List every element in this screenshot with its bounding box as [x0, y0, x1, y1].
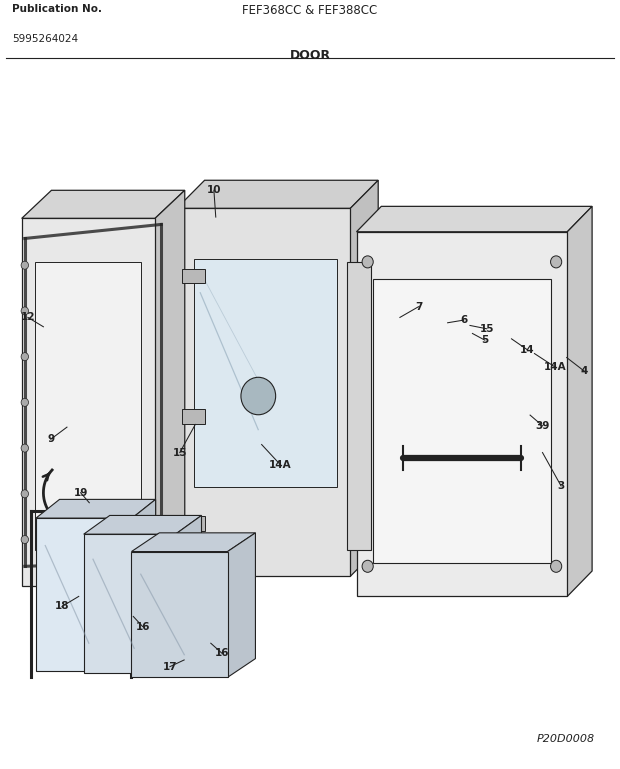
Circle shape: [21, 535, 29, 544]
Text: 14: 14: [520, 345, 534, 355]
Polygon shape: [36, 499, 156, 518]
Polygon shape: [84, 515, 202, 534]
Polygon shape: [36, 518, 132, 671]
Circle shape: [21, 353, 29, 361]
Circle shape: [21, 444, 29, 452]
Text: 10: 10: [206, 185, 221, 195]
Polygon shape: [347, 262, 371, 550]
Bar: [182, 409, 205, 424]
Polygon shape: [228, 533, 255, 677]
Circle shape: [362, 256, 373, 268]
Text: 5995264024: 5995264024: [12, 34, 79, 44]
Text: 17: 17: [162, 661, 177, 671]
Circle shape: [21, 398, 29, 406]
Text: P20D0008: P20D0008: [537, 734, 595, 744]
Text: DOOR: DOOR: [290, 49, 330, 62]
Text: 9: 9: [47, 434, 55, 444]
Bar: [182, 516, 205, 531]
Text: 7: 7: [415, 301, 422, 311]
Circle shape: [21, 307, 29, 315]
Polygon shape: [131, 533, 255, 551]
Text: 15: 15: [172, 448, 187, 458]
Circle shape: [21, 261, 29, 269]
Polygon shape: [567, 206, 592, 597]
Polygon shape: [175, 515, 202, 674]
Polygon shape: [177, 180, 378, 208]
Text: 3: 3: [557, 481, 565, 491]
Text: eReplacementParts.com: eReplacementParts.com: [213, 440, 332, 450]
Text: 39: 39: [535, 421, 550, 431]
Polygon shape: [22, 218, 155, 586]
Circle shape: [362, 561, 373, 572]
Polygon shape: [131, 551, 228, 677]
Text: 5: 5: [481, 335, 489, 345]
Text: 19: 19: [73, 488, 88, 498]
Polygon shape: [35, 262, 141, 550]
Text: 16: 16: [135, 621, 150, 631]
Polygon shape: [22, 190, 185, 218]
Text: 14A: 14A: [544, 362, 566, 372]
Text: Publication No.: Publication No.: [12, 5, 102, 15]
Circle shape: [21, 490, 29, 498]
Text: 14A: 14A: [269, 460, 291, 470]
Polygon shape: [373, 278, 551, 563]
Polygon shape: [177, 208, 350, 576]
Text: 4: 4: [580, 366, 588, 376]
Bar: [182, 268, 205, 283]
Polygon shape: [356, 231, 567, 597]
Polygon shape: [194, 258, 337, 487]
Polygon shape: [356, 206, 592, 231]
Text: 18: 18: [55, 601, 69, 611]
Polygon shape: [132, 499, 156, 671]
Circle shape: [241, 378, 276, 414]
Text: 16: 16: [215, 648, 229, 658]
Text: 6: 6: [460, 315, 467, 325]
Polygon shape: [155, 190, 185, 586]
Circle shape: [551, 561, 562, 572]
Text: FEF368CC & FEF388CC: FEF368CC & FEF388CC: [242, 5, 378, 17]
Text: 12: 12: [20, 312, 35, 322]
Circle shape: [551, 256, 562, 268]
Text: 15: 15: [479, 324, 494, 334]
Polygon shape: [350, 180, 378, 576]
Polygon shape: [84, 534, 175, 674]
